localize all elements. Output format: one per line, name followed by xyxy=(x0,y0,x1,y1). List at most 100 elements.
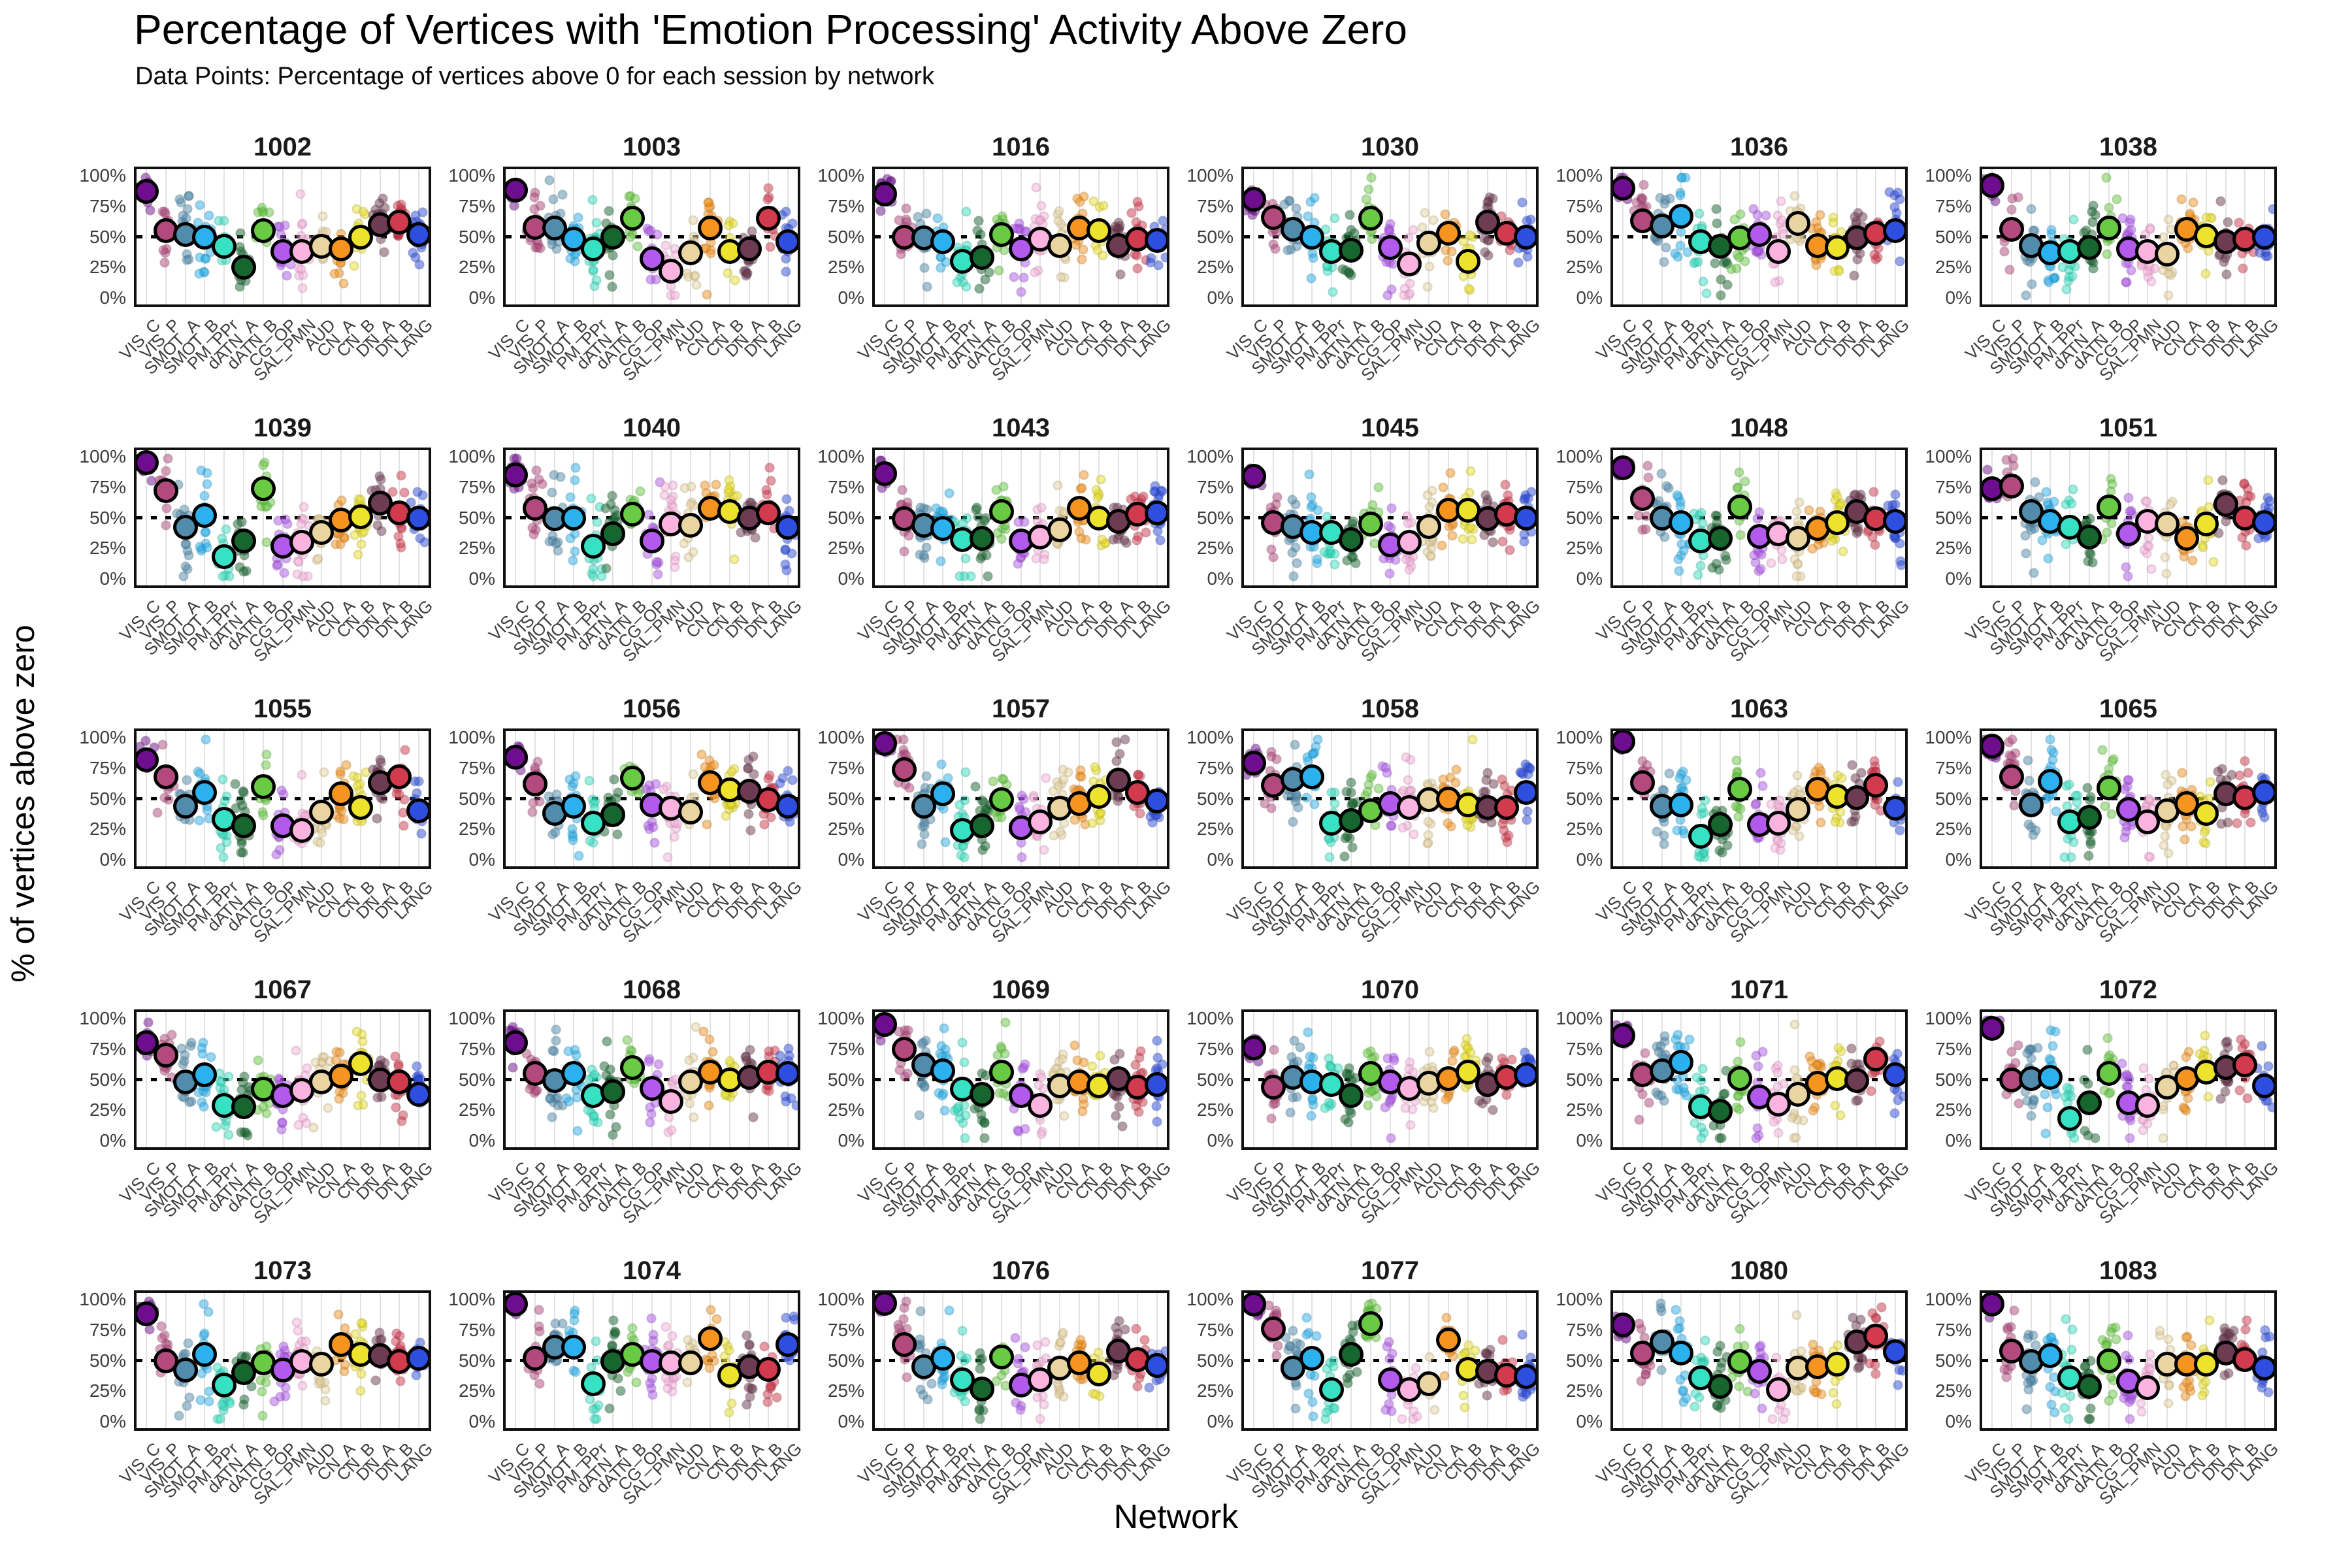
session-point xyxy=(970,781,981,792)
session-point xyxy=(1694,208,1705,219)
network-mean-point xyxy=(348,794,373,820)
session-point xyxy=(280,514,291,525)
session-point xyxy=(1752,210,1763,220)
session-point xyxy=(1115,749,1125,759)
session-point xyxy=(570,250,580,260)
session-point xyxy=(635,486,645,497)
session-point xyxy=(921,771,932,781)
session-point xyxy=(2221,516,2231,527)
session-point xyxy=(2165,499,2176,510)
panel-1043: 1043 100% 75% 50% 25% 0% VIS_C VIS_P SMOT_A SMOT_… xyxy=(817,414,1186,694)
session-point xyxy=(2061,284,2072,295)
session-point xyxy=(1735,804,1746,814)
session-point xyxy=(1091,485,1102,495)
session-point xyxy=(702,819,712,830)
session-point xyxy=(1756,768,1766,778)
session-point xyxy=(182,255,192,265)
session-point xyxy=(2262,251,2273,261)
panel-title: 1056 xyxy=(623,694,681,723)
session-point xyxy=(2030,477,2040,487)
session-point xyxy=(194,815,204,826)
session-point xyxy=(1437,540,1447,551)
y-tick: 0% xyxy=(468,287,495,308)
session-point xyxy=(1777,554,1788,564)
session-point xyxy=(1306,502,1316,512)
session-point xyxy=(1446,246,1457,257)
session-point xyxy=(2160,552,2170,563)
session-point xyxy=(1119,535,1130,546)
network-mean-point xyxy=(561,793,587,819)
session-point xyxy=(2025,257,2035,267)
session-point xyxy=(1481,775,1492,785)
y-tick: 100% xyxy=(1186,446,1233,466)
session-point xyxy=(1513,257,1524,268)
session-point xyxy=(630,193,640,204)
session-point xyxy=(2021,548,2031,559)
session-point xyxy=(1330,559,1340,570)
session-point xyxy=(1693,851,1704,862)
session-point xyxy=(1367,234,1377,244)
session-point xyxy=(721,811,731,821)
session-point xyxy=(1752,514,1763,524)
panel-1051: 1051 100% 75% 50% 25% 0% VIS_C VIS_P SMOT_A SMOT_… xyxy=(1924,414,2293,694)
session-point xyxy=(2066,498,2077,509)
session-point xyxy=(353,549,363,560)
session-point xyxy=(2123,571,2133,581)
session-point xyxy=(1480,247,1490,257)
session-point xyxy=(217,533,227,544)
session-point xyxy=(1520,759,1531,770)
session-point xyxy=(2203,475,2213,485)
session-point xyxy=(182,204,193,214)
session-point xyxy=(568,835,578,845)
y-tick: 75% xyxy=(1565,476,1603,497)
network-mean-point xyxy=(2076,235,2102,261)
session-point xyxy=(1403,775,1413,785)
session-point xyxy=(2107,479,2117,489)
session-point xyxy=(763,183,774,193)
session-point xyxy=(1467,734,1478,745)
session-point xyxy=(2125,506,2135,517)
plot-area xyxy=(134,167,431,307)
session-point xyxy=(2081,225,2091,236)
session-point xyxy=(781,253,791,264)
session-point xyxy=(960,553,971,564)
session-point xyxy=(220,796,230,806)
session-point xyxy=(589,281,600,291)
session-point xyxy=(1853,208,1863,218)
session-point xyxy=(1077,483,1087,493)
network-mean-point xyxy=(1999,473,2024,498)
y-tick: 25% xyxy=(458,819,495,840)
session-point xyxy=(1503,830,1514,841)
session-point xyxy=(1761,210,1771,221)
session-point xyxy=(159,257,170,268)
y-tick: 75% xyxy=(458,195,495,216)
session-point xyxy=(1693,570,1703,580)
session-point xyxy=(1734,252,1744,263)
session-point xyxy=(604,206,614,216)
y-tick: 100% xyxy=(448,165,495,186)
session-point xyxy=(380,203,390,213)
session-point xyxy=(1030,267,1040,278)
network-mean-point xyxy=(137,450,159,476)
session-point xyxy=(201,734,211,745)
network-mean-point xyxy=(212,544,237,570)
session-point xyxy=(1895,194,1905,204)
session-point xyxy=(1772,836,1783,846)
session-point xyxy=(723,220,734,231)
session-point xyxy=(766,476,776,486)
panel-1040: 1040 100% 75% 50% 25% 0% VIS_C VIS_P SMOT_A SMOT_… xyxy=(448,414,817,694)
network-mean-point xyxy=(153,764,178,789)
session-point xyxy=(1308,253,1318,263)
y-tick: 25% xyxy=(1196,538,1233,559)
y-tick: 100% xyxy=(1925,446,1972,466)
y-tick-labels: 100% 75% 50% 25% 0% xyxy=(1555,727,1603,870)
session-point xyxy=(1098,250,1108,261)
x-tick-labels: VIS_C VIS_P SMOT_A SMOT_B PM_PPr dATN_A dATN_B… xyxy=(1223,311,1544,409)
y-tick: 50% xyxy=(1935,226,1972,247)
session-point xyxy=(1716,290,1726,301)
network-mean-point xyxy=(639,529,664,554)
session-point xyxy=(317,828,327,838)
panel-title: 1040 xyxy=(623,414,681,442)
session-point xyxy=(1766,558,1776,568)
session-point xyxy=(1465,230,1475,240)
